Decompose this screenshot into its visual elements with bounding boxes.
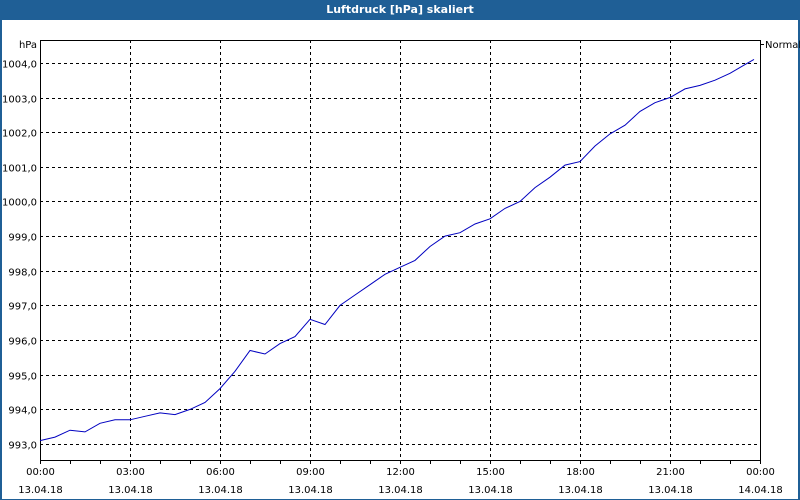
y-tick-label: 994,0: [8, 406, 37, 417]
y-axis-unit: hPa: [19, 40, 37, 51]
plot-area-border: [40, 40, 761, 461]
y-tick-label: 1004,0: [2, 60, 37, 71]
x-tick-date: 13.04.18: [558, 485, 603, 496]
x-tick-time: 12:00: [386, 467, 415, 478]
x-tick-date: 13.04.18: [468, 485, 513, 496]
x-tick-date: 13.04.18: [198, 485, 243, 496]
legend-label: Normal: [765, 40, 800, 51]
y-tick-label: 997,0: [8, 302, 37, 313]
x-tick-time: 18:00: [566, 467, 595, 478]
y-tick-label: 999,0: [8, 233, 37, 244]
x-tick-time: 00:00: [746, 467, 775, 478]
y-tick-label: 1002,0: [2, 129, 37, 140]
x-tick-date: 13.04.18: [648, 485, 693, 496]
x-tick-time: 03:00: [116, 467, 145, 478]
x-tick-time: 15:00: [476, 467, 505, 478]
x-tick-date: 13.04.18: [378, 485, 423, 496]
x-tick-date: 14.04.18: [738, 485, 783, 496]
y-tick-label: 993,0: [8, 441, 37, 452]
x-tick-time: 00:00: [26, 467, 55, 478]
x-tick-time: 06:00: [206, 467, 235, 478]
series-line-normal: [39, 58, 755, 442]
y-tick-label: 1001,0: [2, 164, 37, 175]
y-tick-label: 995,0: [8, 372, 37, 383]
x-tick-date: 13.04.18: [18, 485, 63, 496]
x-tick-time: 09:00: [296, 467, 325, 478]
y-tick-label: 1000,0: [2, 198, 37, 209]
x-tick-time: 21:00: [656, 467, 685, 478]
x-tick-date: 13.04.18: [108, 485, 153, 496]
y-tick-label: 998,0: [8, 268, 37, 279]
x-tick-date: 13.04.18: [288, 485, 333, 496]
y-tick-label: 996,0: [8, 337, 37, 348]
chart-title: Luftdruck [hPa] skaliert: [0, 0, 800, 20]
y-tick-label: 1003,0: [2, 95, 37, 106]
